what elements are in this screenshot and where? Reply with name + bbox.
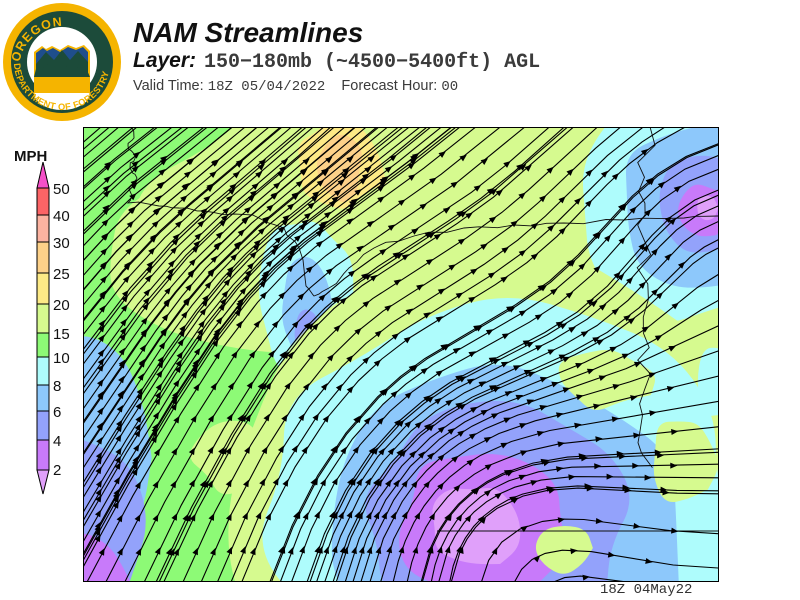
- svg-text:2: 2: [53, 462, 61, 479]
- svg-text:25: 25: [53, 266, 70, 283]
- svg-text:50: 50: [53, 181, 70, 198]
- svg-text:10: 10: [53, 350, 70, 367]
- svg-text:8: 8: [53, 378, 61, 395]
- svg-text:30: 30: [53, 235, 70, 252]
- svg-text:20: 20: [53, 297, 70, 314]
- svg-text:6: 6: [53, 404, 61, 421]
- svg-text:40: 40: [53, 208, 70, 225]
- svg-text:15: 15: [53, 326, 70, 343]
- svg-text:4: 4: [53, 433, 61, 450]
